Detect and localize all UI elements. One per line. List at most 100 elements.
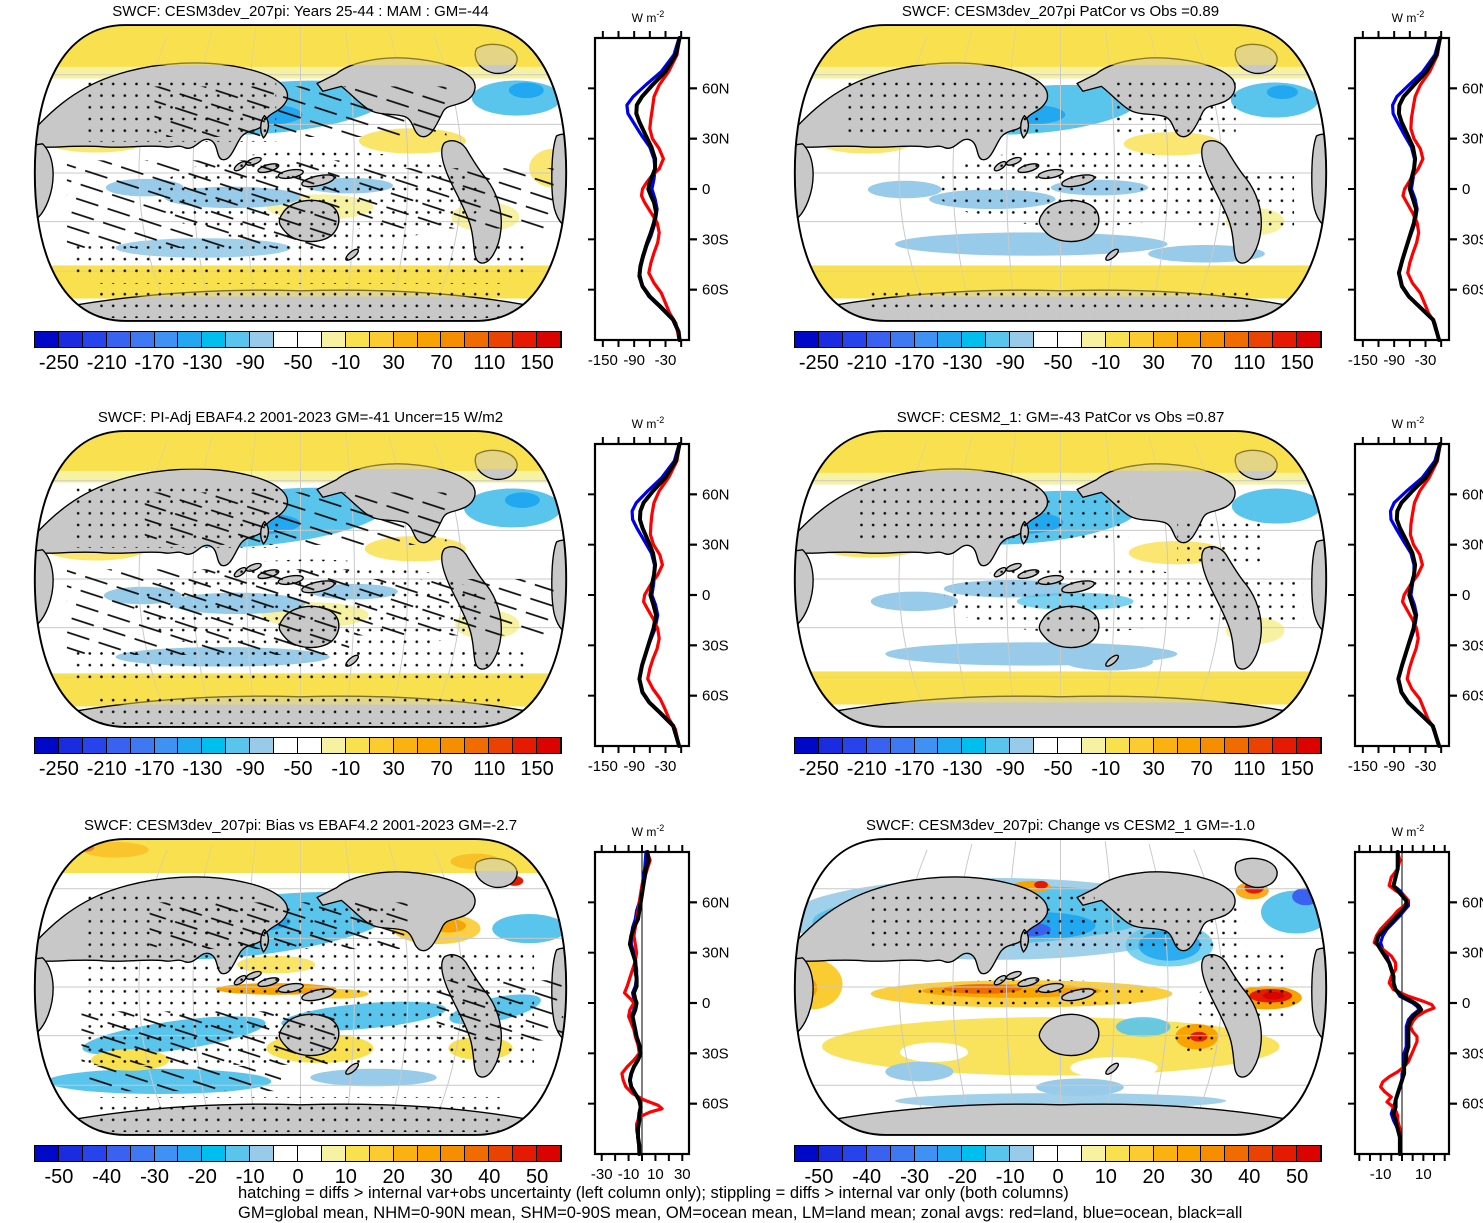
panel-6-title: SWCF: CESM3dev_207pi: Change vs CESM2_1 … xyxy=(866,817,1255,834)
svg-text:-90: -90 xyxy=(1383,352,1405,369)
colorbar-tick-label: 10 xyxy=(334,1166,357,1188)
svg-text:-10: -10 xyxy=(618,1166,640,1183)
svg-text:-30: -30 xyxy=(655,352,677,369)
svg-text:W m-2: W m-2 xyxy=(1392,415,1425,431)
colorbar-panel-4: -250 -210 -170 -130 -90 -50 -10 30 70 110 150 xyxy=(794,737,1322,780)
svg-text:-90: -90 xyxy=(1383,758,1405,775)
map-panel-5 xyxy=(33,838,568,1136)
colorbar-tick-label: -170 xyxy=(894,352,935,374)
panel-4: SWCF: CESM2_1: GM=-43 PatCor vs Obs =0.8… xyxy=(738,408,1483,782)
svg-text:60S: 60S xyxy=(702,688,729,705)
svg-text:W m-2: W m-2 xyxy=(632,9,665,25)
colorbar-tick-label: 110 xyxy=(473,758,506,780)
colorbar-tick-label: -130 xyxy=(942,758,983,780)
zonal-mean-plot-3: W m-2 -150 -90 -30 60N 30N 0 30S 60S xyxy=(588,415,730,775)
zonal-series-all xyxy=(634,36,682,342)
panel-1: SWCF: CESM3dev_207pi: Years 25-44 : MAM … xyxy=(0,2,738,376)
zonal-mean-plot-4: W m-2 -150 -90 -30 60N 30N 0 30S 60S xyxy=(1348,415,1483,775)
colorbar-tick-label: -50 xyxy=(44,1166,74,1188)
colorbar-tick-label: 110 xyxy=(1233,758,1266,780)
colorbar-tick-label: -210 xyxy=(846,758,887,780)
svg-text:60S: 60S xyxy=(702,1096,729,1113)
svg-text:30N: 30N xyxy=(702,131,730,148)
stipple-overlay xyxy=(856,484,1304,633)
colorbar-tick-label: 50 xyxy=(1285,1166,1309,1188)
zonal-series-land xyxy=(1400,442,1442,748)
map-panel-6 xyxy=(793,838,1328,1136)
colorbar-tick-label: -130 xyxy=(182,758,223,780)
colorbar-tick-label: -50 xyxy=(283,352,313,374)
colorbar-panel-3: -250 -210 -170 -130 -90 -50 -10 30 70 110 150 xyxy=(34,737,562,780)
caption-line-2: GM=global mean, NHM=0-90N mean, SHM=0-90… xyxy=(238,1204,1243,1223)
colorbar-tick-label: -40 xyxy=(92,1166,122,1188)
svg-text:60S: 60S xyxy=(1462,282,1483,299)
colorbar-tick-label: 0 xyxy=(1052,1166,1064,1188)
figure-row-1: SWCF: CESM3dev_207pi: Years 25-44 : MAM … xyxy=(0,2,1483,376)
zonal-series-land xyxy=(641,442,682,748)
svg-text:30S: 30S xyxy=(702,231,729,248)
svg-text:-150: -150 xyxy=(588,758,618,775)
svg-text:30S: 30S xyxy=(1462,1045,1483,1062)
colorbar-tick-label: -10 xyxy=(995,1166,1025,1188)
colorbar-tick-label: 110 xyxy=(1233,352,1266,374)
colorbar-tick-label: -10 xyxy=(1091,758,1121,780)
colorbar-tick-label: -20 xyxy=(947,1166,977,1188)
colorbar-tick-label: -170 xyxy=(894,758,935,780)
colorbar-tick-label: 40 xyxy=(1238,1166,1261,1188)
colorbar-tick-label: 70 xyxy=(430,758,453,780)
colorbar-tick-label: -50 xyxy=(1043,352,1073,374)
colorbar-panel-5: -50 -40 -30 -20 -10 0 10 20 30 40 50 xyxy=(34,1145,562,1188)
colorbar-tick-label: -130 xyxy=(182,352,223,374)
panel-4-title: SWCF: CESM2_1: GM=-43 PatCor vs Obs =0.8… xyxy=(896,409,1225,426)
colorbar-tick-label: -30 xyxy=(140,1166,169,1188)
colorbar-tick-label: -90 xyxy=(235,352,265,374)
svg-text:-30: -30 xyxy=(1415,758,1437,775)
colorbar-tick-label: -250 xyxy=(38,352,79,374)
zonal-mean-plot-5: W m-2 -30 -10 10 30 60N 30N 0 30S 60S xyxy=(588,823,730,1183)
colorbar-tick-label: -50 xyxy=(804,1166,834,1188)
colorbar-tick-label: -10 xyxy=(331,352,361,374)
svg-text:30S: 30S xyxy=(702,637,729,654)
figure-caption: hatching = diffs > internal var+obs unce… xyxy=(238,1183,1242,1223)
colorbar-tick-label: 30 xyxy=(1190,1166,1213,1188)
svg-text:-30: -30 xyxy=(655,758,677,775)
colorbar-tick-label: -40 xyxy=(852,1166,882,1188)
map-panel-1 xyxy=(33,24,568,322)
svg-text:-90: -90 xyxy=(623,352,645,369)
panel-5-title: SWCF: CESM3dev_207pi: Bias vs EBAF4.2 20… xyxy=(83,817,518,834)
svg-text:-10: -10 xyxy=(1370,1166,1392,1183)
panel-3-title: SWCF: PI-Adj EBAF4.2 2001-2023 GM=-41 Un… xyxy=(97,409,504,426)
svg-text:30: 30 xyxy=(674,1166,691,1183)
colorbar-tick-label: -170 xyxy=(134,352,175,374)
svg-text:0: 0 xyxy=(1462,587,1470,604)
svg-text:W m-2: W m-2 xyxy=(1392,823,1425,839)
colorbar-tick-label: 30 xyxy=(1142,352,1165,374)
svg-text:30S: 30S xyxy=(1462,231,1483,248)
svg-text:30N: 30N xyxy=(702,537,730,554)
svg-text:0: 0 xyxy=(702,995,710,1012)
colorbar-tick-label: 20 xyxy=(1142,1166,1165,1188)
panel-2-title: SWCF: CESM3dev_207pi PatCor vs Obs =0.89 xyxy=(901,3,1220,20)
zonal-series-land xyxy=(639,36,682,342)
zonal-series-all xyxy=(627,850,651,1156)
svg-text:60N: 60N xyxy=(1462,80,1483,97)
svg-text:60N: 60N xyxy=(1462,486,1483,503)
hatch-overlay xyxy=(66,86,554,248)
svg-text:W m-2: W m-2 xyxy=(1392,9,1425,25)
panel-6: SWCF: CESM3dev_207pi: Change vs CESM2_1 … xyxy=(738,816,1483,1190)
map-panel-2 xyxy=(793,24,1328,322)
svg-text:0: 0 xyxy=(1462,995,1470,1012)
colorbar-tick-label: -30 xyxy=(900,1166,929,1188)
zonal-series-land xyxy=(1372,850,1436,1156)
svg-text:30N: 30N xyxy=(1462,131,1483,148)
colorbar-tick-label: 30 xyxy=(1142,758,1165,780)
colorbar-tick-label: 40 xyxy=(478,1166,501,1188)
colorbar-tick-label: -250 xyxy=(38,758,79,780)
svg-text:30N: 30N xyxy=(1462,945,1483,962)
colorbar-tick-label: 150 xyxy=(1280,758,1314,780)
svg-text:10: 10 xyxy=(647,1166,664,1183)
zonal-series-all xyxy=(637,442,682,748)
colorbar-tick-label: -10 xyxy=(1091,352,1121,374)
svg-text:60S: 60S xyxy=(1462,1096,1483,1113)
